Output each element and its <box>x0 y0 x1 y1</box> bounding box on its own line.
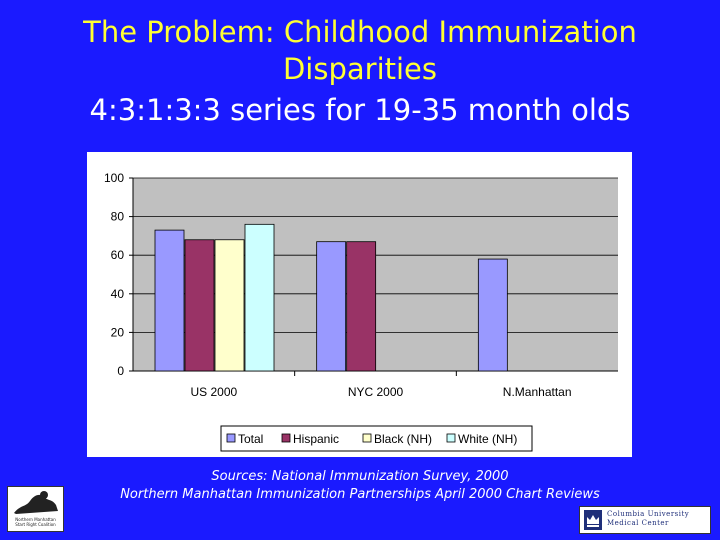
bar-chart: 0 20 40 60 80 100 US 2000 NYC 2000 N.Manhattan To… <box>104 171 618 452</box>
coalition-caption-line-1: Northern Manhattan <box>15 517 56 522</box>
legend-swatch <box>281 433 291 443</box>
columbia-logo-line-2: Medical Center <box>607 519 669 527</box>
slide-subtitle: 4:3:1:3:3 series for 19-35 month olds <box>89 93 631 127</box>
bar <box>316 241 347 372</box>
y-tick-label: 60 <box>111 248 125 262</box>
legend-swatch <box>362 433 372 443</box>
sources-line-2: Northern Manhattan Immunization Partners… <box>120 487 600 502</box>
bar <box>244 223 275 372</box>
legend-swatch <box>226 433 236 443</box>
bar <box>477 258 508 372</box>
legend-swatch <box>446 433 456 443</box>
y-tick-label: 80 <box>111 210 125 224</box>
columbia-logo-line-1: Columbia University <box>607 510 690 518</box>
legend-label: Total <box>238 432 263 446</box>
y-tick-label: 100 <box>104 171 124 185</box>
legend-label: White (NH) <box>458 432 517 446</box>
bar <box>214 239 245 372</box>
slide-title: The Problem: Childhood Immunization Disp… <box>0 14 720 88</box>
sources-line-1: Sources: National Immunization Survey, 2… <box>211 469 509 484</box>
y-tick-label: 40 <box>111 287 125 301</box>
sources-note: Sources: National Immunization Survey, 2… <box>0 468 720 504</box>
crown-icon <box>584 510 602 530</box>
bar <box>346 241 377 372</box>
coalition-logo-caption: Northern Manhattan Start Right Coalition <box>10 517 61 527</box>
y-tick-label: 20 <box>111 325 125 339</box>
y-tick-label: 0 <box>117 364 124 378</box>
bar <box>154 229 185 372</box>
columbia-logo-text: Columbia University Medical Center <box>607 510 707 528</box>
reclining-figure-icon <box>14 491 58 514</box>
x-tick-label: N.Manhattan <box>503 385 572 399</box>
title-line-1: The Problem: Childhood Immunization <box>83 15 637 49</box>
coalition-caption-line-2: Start Right Coalition <box>15 522 56 527</box>
chart-panel: 0 20 40 60 80 100 US 2000 NYC 2000 N.Manhattan To… <box>87 152 632 457</box>
legend-label: Black (NH) <box>374 432 432 446</box>
bar <box>184 239 215 372</box>
columbia-logo: Columbia University Medical Center <box>579 506 711 534</box>
coalition-logo: Northern Manhattan Start Right Coalition <box>7 486 64 532</box>
x-tick-label: NYC 2000 <box>348 385 404 399</box>
title-line-2: Disparities <box>282 52 438 86</box>
legend-box <box>220 425 533 452</box>
x-tick-label: US 2000 <box>190 385 237 399</box>
legend-label: Hispanic <box>293 432 339 446</box>
